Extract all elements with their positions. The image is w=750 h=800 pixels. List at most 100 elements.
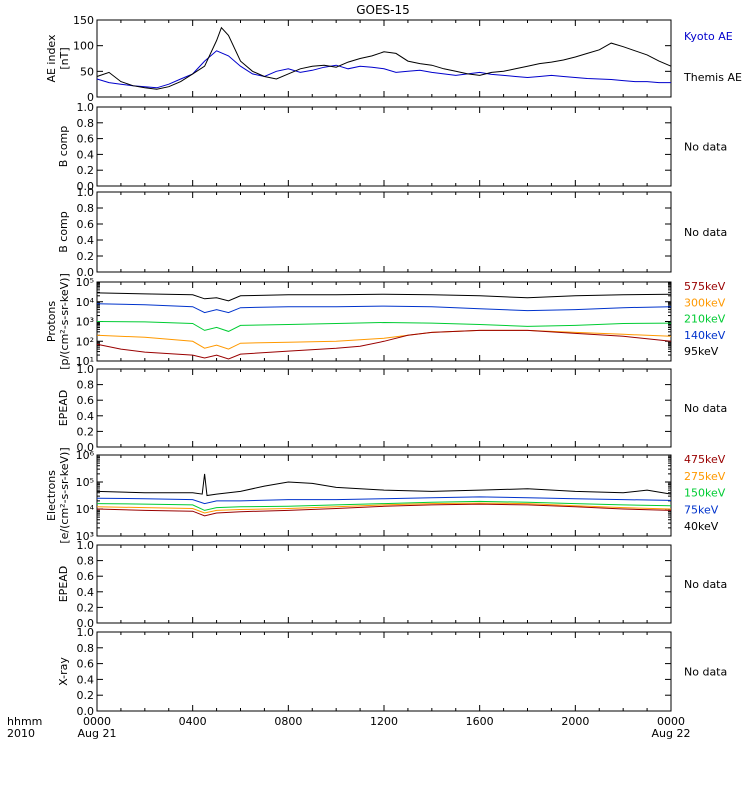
y-tick-label: 1.0 [77, 363, 95, 376]
panel-bcomp2: 0.0 0.2 0.4 0.6 0.8 1.0 B comp No data [57, 186, 727, 279]
legend-themis-ae: Themis AE [683, 71, 742, 84]
y-tick-label: 10⁵ [76, 476, 94, 489]
y-tick-label: 0.8 [77, 555, 95, 568]
series-kyoto-ae [96, 50, 671, 89]
panel-protons: 10¹ 10² 10³ 10⁴ 10⁵ Protons [p/(cm²-s-sr-keV)]… [45, 273, 726, 370]
y-tick-label: 0.4 [77, 234, 95, 247]
legend-40kev: 40keV [684, 520, 719, 533]
y-axis-label: EPEAD [57, 390, 70, 427]
y-tick-label: 100 [73, 40, 94, 53]
series-475kev [96, 503, 672, 517]
y-axis-label: EPEAD [57, 566, 70, 603]
series-140kev [96, 303, 672, 314]
legend-140kev: 140keV [684, 329, 726, 342]
x-tick-label: 1200 [370, 715, 398, 728]
legend-210kev: 210keV [684, 313, 726, 326]
no-data-label: No data [684, 141, 727, 154]
x-corner-label-hhmm: hhmm [7, 715, 42, 728]
panel-epead2: 0.0 0.2 0.4 0.6 0.8 1.0 EPEAD No data [57, 539, 727, 630]
legend-275kev: 275keV [684, 470, 726, 483]
panel-frame [96, 106, 672, 187]
y-tick-label: 0.4 [77, 673, 95, 686]
panels: 0 50 100 150 AE index [nT] Kyoto AE Themis AE 0.… [45, 14, 742, 718]
y-tick-label: 10² [76, 335, 94, 348]
panel-epead1: 0.0 0.2 0.4 0.6 0.8 1.0 EPEAD No data [57, 363, 727, 454]
y-axis-label: AE index [45, 34, 58, 83]
chart-title: GOES-15 [356, 3, 410, 17]
y-tick-label: 0.8 [77, 642, 95, 655]
y-tick-label: 0.0 [77, 441, 95, 454]
x-tick-label: 1600 [466, 715, 494, 728]
panel-frame [96, 368, 672, 448]
y-axis-label: B comp [57, 211, 70, 253]
y-tick-label: 50 [80, 65, 94, 78]
y-tick-label: 0.4 [77, 586, 95, 599]
y-tick-label: 0.2 [77, 689, 95, 702]
y-axis-label: [e/(cm²-s-sr-keV)] [58, 447, 71, 543]
panel-bcomp1: 0.0 0.2 0.4 0.6 0.8 1.0 B comp No data [57, 101, 727, 193]
x-corner-label-year: 2010 [7, 727, 35, 740]
legend-575kev: 575keV [684, 280, 726, 293]
y-tick-label: 10⁶ [76, 449, 95, 462]
series-75kev [96, 496, 672, 505]
series-275kev [96, 502, 672, 514]
series-300kev [96, 329, 672, 350]
y-tick-label: 0.8 [77, 379, 95, 392]
series-575kev [96, 329, 672, 360]
series-210kev [96, 321, 672, 332]
y-tick-label: 0.8 [77, 117, 95, 130]
series-themis-ae [96, 26, 672, 90]
y-tick-label: 1.0 [77, 186, 95, 199]
y-tick-label: 0.8 [77, 202, 95, 215]
y-tick-label: 0.4 [77, 410, 95, 423]
legend-150kev: 150keV [684, 487, 726, 500]
y-tick-label: 0.0 [77, 266, 95, 279]
y-tick-label: 0.2 [77, 601, 95, 614]
x-tick-label: 0400 [179, 715, 207, 728]
panel-electrons: 10³ 10⁴ 10⁵ 10⁶ Electrons [e/(cm²-s-sr-keV)] 4… [45, 447, 726, 543]
series-150kev [96, 500, 672, 511]
panel-frame [96, 454, 672, 537]
y-axis-label: X-ray [57, 657, 70, 686]
y-tick-label: 0.2 [77, 250, 95, 263]
y-tick-label: 0 [87, 91, 94, 104]
panel-frame [96, 191, 672, 273]
no-data-label: No data [684, 666, 727, 679]
panel-ae: 0 50 100 150 AE index [nT] Kyoto AE Themis AE [45, 14, 742, 104]
x-tick-label: 0000 [83, 715, 111, 728]
panel-frame [96, 19, 672, 98]
legend-kyoto-ae: Kyoto AE [684, 30, 733, 43]
series-40kev [96, 473, 672, 497]
y-tick-label: 1.0 [77, 101, 95, 114]
y-tick-label: 0.2 [77, 425, 95, 438]
y-tick-label: 0.6 [77, 394, 95, 407]
y-tick-label: 10³ [76, 530, 94, 543]
y-tick-label: 150 [73, 14, 94, 27]
y-tick-label: 10⁴ [76, 503, 95, 516]
no-data-label: No data [684, 226, 727, 239]
x-date-start: Aug 21 [78, 727, 117, 740]
y-axis-label: [nT] [58, 47, 71, 69]
legend-475kev: 475keV [684, 453, 726, 466]
no-data-label: No data [684, 578, 727, 591]
y-tick-label: 0.6 [77, 570, 95, 583]
y-tick-label: 1.0 [77, 539, 95, 552]
x-tick-label: 0000 [657, 715, 685, 728]
x-tick-label: 0800 [274, 715, 302, 728]
panel-frame [96, 631, 672, 712]
y-tick-label: 0.6 [77, 658, 95, 671]
y-tick-label: 1.0 [77, 626, 95, 639]
y-tick-label: 0.6 [77, 218, 95, 231]
y-tick-label: 10¹ [76, 355, 94, 368]
y-tick-label: 10⁴ [76, 296, 95, 309]
y-axis-label: B comp [57, 126, 70, 168]
series-95kev [96, 292, 672, 302]
x-date-end: Aug 22 [652, 727, 691, 740]
y-axis-label: Protons [45, 301, 58, 342]
y-axis-label: Electrons [45, 470, 58, 521]
y-tick-label: 10⁵ [76, 276, 94, 289]
no-data-label: No data [684, 402, 727, 415]
y-tick-label: 0.6 [77, 133, 95, 146]
